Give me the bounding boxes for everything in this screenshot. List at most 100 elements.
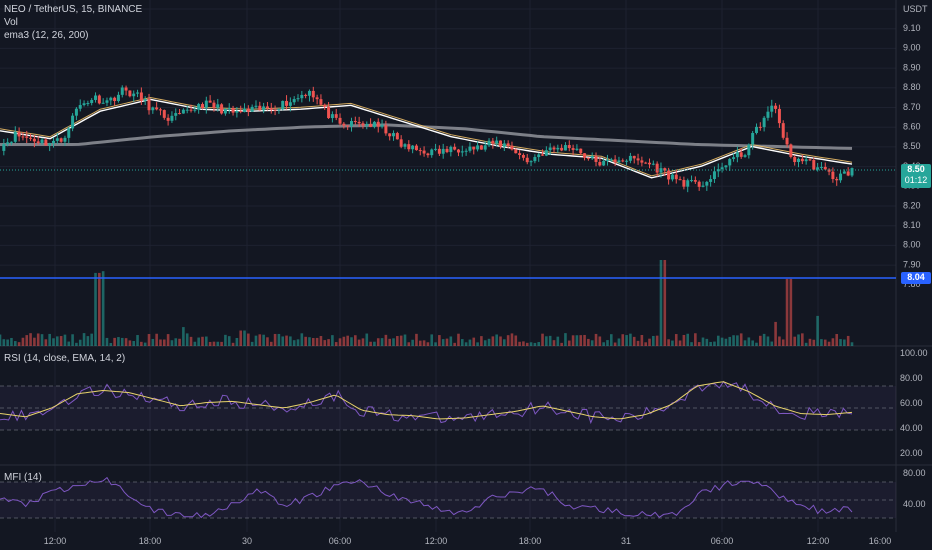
volume-bar [503,339,506,346]
volume-bar [510,333,514,346]
candle-body [739,152,743,157]
candle-body [48,143,52,146]
candle-body [300,94,304,99]
rsi-tick-label[interactable]: 80.00 [900,373,923,383]
rsi-tick-label[interactable]: 40.00 [900,423,923,433]
candle-body [674,174,678,180]
candle-body [250,106,254,112]
mfi-tick-label[interactable]: 40.00 [903,499,926,509]
volume-bar [747,337,751,346]
volume-bars [0,260,854,346]
symbol-legend[interactable]: NEO / TetherUS, 15, BINANCE [4,4,143,15]
volume-bar [17,342,21,346]
volume-bar [67,341,71,346]
volume-bar [36,333,40,346]
rsi-tick-label[interactable]: 100.00 [900,348,928,358]
line-price-badge: 8.04 [901,272,931,284]
volume-bar [380,338,384,346]
volume-bar [193,341,197,346]
candle-body [227,107,231,110]
volume-bar [701,337,705,346]
candle-body [797,158,801,163]
price-tick-label[interactable]: 9.10 [903,23,921,33]
time-tick-label[interactable]: 06:00 [329,536,352,546]
candle-body [200,104,204,108]
price-tick-label[interactable]: 8.00 [903,240,921,250]
time-tick-label[interactable]: 18:00 [519,536,542,546]
mfi-tick-label[interactable]: 80.00 [903,468,926,478]
candle-body [655,163,659,173]
candle-body [693,180,697,182]
candle-body [762,117,766,128]
candle-body [170,115,174,121]
volume-legend[interactable]: Vol [4,17,18,28]
volume-bar [147,334,151,346]
volume-bar [491,336,495,346]
volume-bar [346,335,349,346]
price-tick-label[interactable]: 8.70 [903,102,921,112]
price-tick-label[interactable]: 8.10 [903,220,921,230]
time-tick-label[interactable]: 31 [621,536,631,546]
ema-legend[interactable]: ema3 (12, 26, 200) [4,30,89,41]
volume-bar [556,336,560,346]
volume-bar [143,342,147,346]
price-tick-label[interactable]: 7.90 [903,259,921,269]
candle-body [667,170,671,180]
volume-bar [10,337,13,346]
price-tick-label[interactable]: 8.50 [903,141,921,151]
price-tick-label[interactable]: 8.60 [903,122,921,132]
volume-bar [48,333,51,346]
candle-body [25,136,29,138]
mfi-legend[interactable]: MFI (14) [4,472,42,483]
candle-body [476,145,480,150]
volume-bar [212,341,216,346]
time-tick-label[interactable]: 16:00 [869,536,892,546]
candle-body [426,153,430,156]
time-tick-label[interactable]: 12:00 [807,536,830,546]
candle-body [349,120,353,127]
price-tick-label[interactable]: 8.80 [903,82,921,92]
candle-body [101,102,105,104]
price-tick-label[interactable]: 8.20 [903,200,921,210]
time-tick-label[interactable]: 12:00 [425,536,448,546]
candle-body [774,105,778,109]
price-axis-unit[interactable]: USDT [903,4,928,14]
volume-bar [663,260,667,346]
time-tick-label[interactable]: 12:00 [44,536,67,546]
candle-body [17,131,21,137]
volume-bar [44,339,48,346]
volume-bar [659,260,663,346]
candle-body [846,171,850,176]
candle-body [231,107,235,113]
candle-body [136,92,140,94]
volume-bar [636,340,640,346]
volume-bar [781,339,785,346]
volume-bar [751,340,754,346]
candle-body [181,109,185,114]
price-tick-label[interactable]: 8.90 [903,62,921,72]
mfi-line [0,476,853,519]
candle-body [804,159,808,162]
volume-bar [155,333,158,346]
rsi-legend[interactable]: RSI (14, close, EMA, 14, 2) [4,353,126,364]
rsi-tick-label[interactable]: 20.00 [900,448,923,458]
candle-body [197,104,201,110]
rsi-tick-label[interactable]: 60.00 [900,398,923,408]
candle-body [701,185,705,187]
candle-body [185,109,189,111]
candle-body [533,157,537,162]
candle-body [246,108,250,112]
time-tick-label[interactable]: 06:00 [711,536,734,546]
candle-body [288,102,292,106]
candle-body [827,169,831,172]
candle-body [594,155,598,162]
candle-body [575,148,579,150]
candle-body [770,105,774,112]
candle-body [55,138,59,141]
time-tick-label[interactable]: 18:00 [139,536,162,546]
time-tick-label[interactable]: 30 [242,536,252,546]
candle-body [602,160,606,166]
price-tick-label[interactable]: 9.00 [903,43,921,53]
price-tick-label[interactable]: 7.80 [903,279,921,289]
